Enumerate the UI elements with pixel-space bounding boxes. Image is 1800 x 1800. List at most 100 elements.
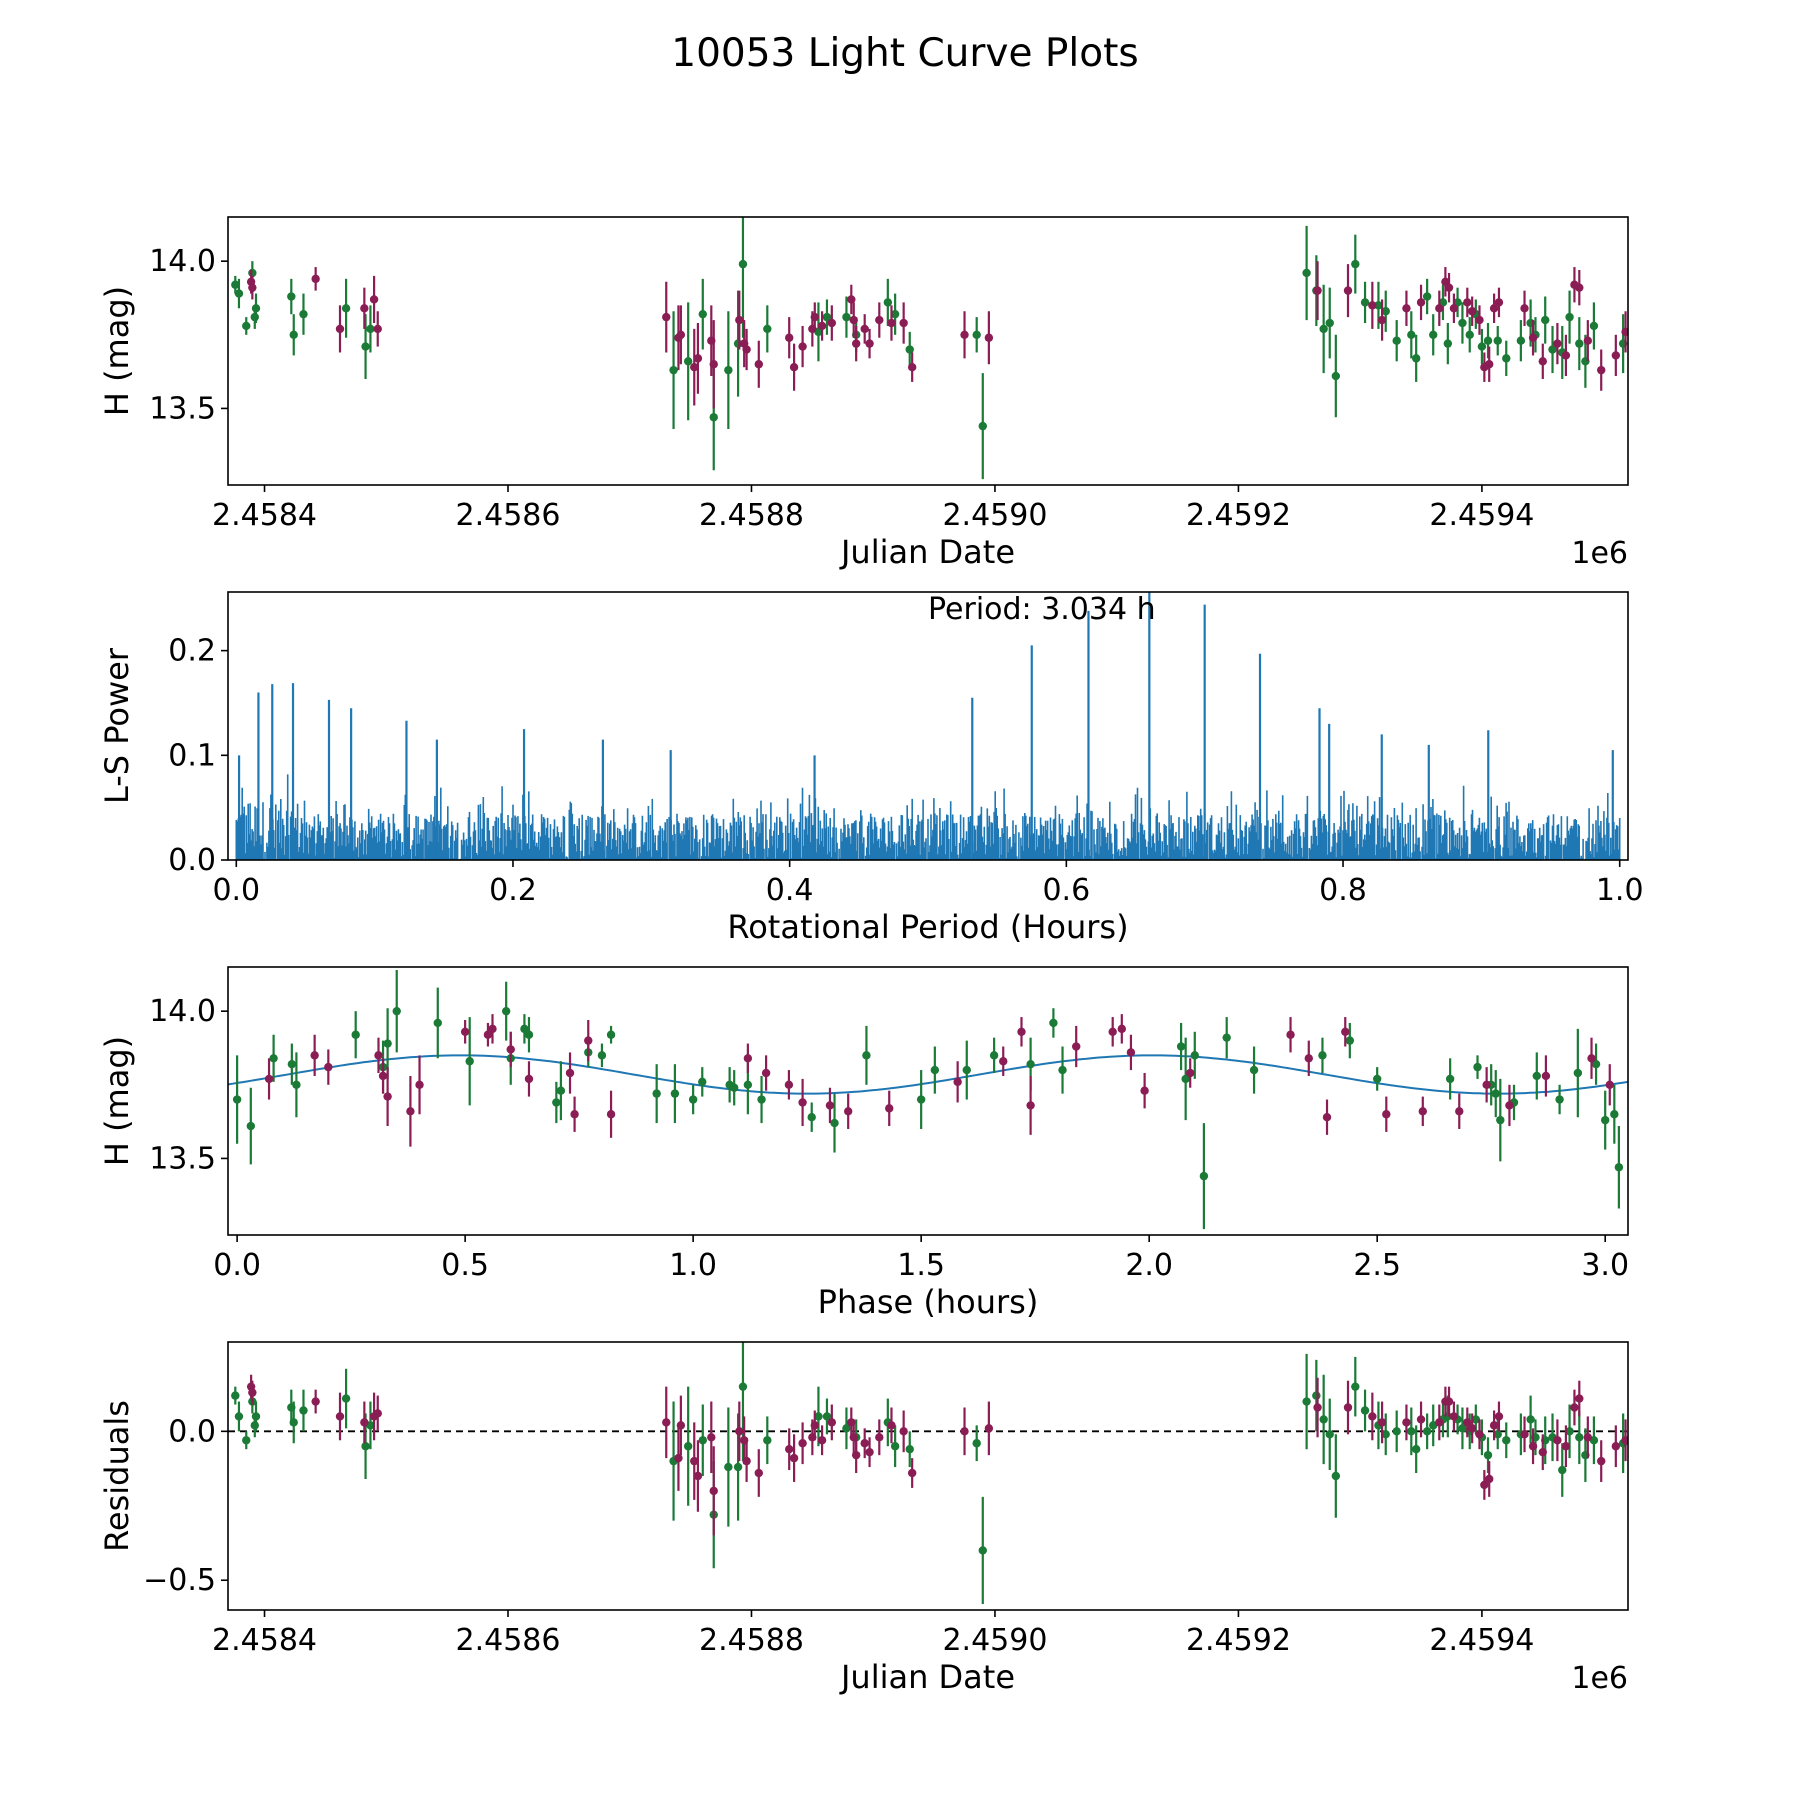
data-point	[1621, 1436, 1628, 1445]
data-point	[1600, 1115, 1610, 1125]
data-point	[324, 1062, 333, 1072]
data-point	[1304, 1054, 1313, 1063]
x-tick-label: 2.4594	[1429, 498, 1534, 533]
data-point	[709, 360, 718, 369]
data-point	[830, 1118, 839, 1128]
data-point	[1312, 1391, 1321, 1400]
data-point	[1325, 318, 1334, 328]
residuals-panel: 2.4584 2.4586 2.4588 2.4590 2.4592 2.4594 −0.5…	[98, 1341, 1629, 1696]
data-point	[1477, 342, 1487, 351]
data-point	[1553, 339, 1562, 348]
data-point	[287, 1059, 297, 1069]
data-point	[707, 1433, 716, 1442]
data-point	[351, 1030, 360, 1039]
data-point	[810, 1421, 819, 1430]
data-point	[883, 298, 893, 307]
data-point	[506, 1045, 515, 1054]
data-point	[785, 1445, 794, 1454]
data-point	[1561, 351, 1571, 360]
data-point	[232, 1095, 242, 1104]
data-point	[1611, 1442, 1621, 1451]
data-point	[606, 1030, 616, 1039]
data-point	[1473, 1062, 1482, 1072]
data-point	[1176, 1042, 1186, 1051]
data-point	[683, 1442, 693, 1451]
data-point	[433, 1018, 442, 1028]
data-point	[1416, 1415, 1426, 1424]
data-point	[1583, 336, 1593, 345]
data-point	[292, 1080, 301, 1090]
data-point	[251, 1412, 261, 1421]
data-point	[1017, 1027, 1026, 1036]
data-point	[1494, 298, 1504, 307]
data-point	[907, 1468, 917, 1478]
data-point	[984, 333, 994, 342]
data-point	[1597, 365, 1606, 375]
data-point	[738, 1382, 748, 1391]
x-tick-label: 2.4588	[699, 1623, 804, 1658]
data-point	[693, 1471, 703, 1481]
y-axis-label: H (mag)	[98, 286, 136, 416]
data-point	[899, 1427, 908, 1436]
data-point	[1505, 1101, 1514, 1110]
data-point	[1381, 307, 1390, 316]
data-point	[743, 1054, 753, 1063]
data-point	[246, 1121, 256, 1131]
data-point	[757, 1095, 766, 1104]
data-point	[1583, 1433, 1593, 1442]
data-point	[1489, 304, 1499, 313]
data-point	[962, 1065, 971, 1075]
x-axis-label: Rotational Period (Hours)	[727, 908, 1128, 946]
data-point	[1435, 1418, 1444, 1427]
data-point	[1455, 1107, 1464, 1116]
data-point	[1621, 327, 1628, 337]
data-point	[1360, 1406, 1370, 1415]
data-point	[1331, 371, 1341, 381]
axis-offset-label: 1e6	[1571, 1661, 1628, 1696]
data-point	[905, 1445, 914, 1454]
data-point	[693, 354, 703, 363]
data-point	[1491, 1089, 1500, 1098]
data-point	[810, 312, 819, 322]
y-tick-label: 13.5	[149, 391, 216, 426]
series-green	[232, 969, 1624, 1230]
data-point	[1407, 330, 1416, 340]
data-point	[250, 312, 259, 322]
data-point	[248, 268, 257, 278]
data-point	[698, 1436, 707, 1445]
data-point	[798, 1098, 807, 1107]
data-point	[1444, 1397, 1454, 1406]
x-tick-label: 2.5	[1353, 1248, 1401, 1283]
data-point	[738, 259, 748, 269]
data-point	[520, 1024, 529, 1034]
data-point	[825, 1101, 835, 1110]
y-axis-label: L-S Power	[98, 647, 136, 804]
data-point	[674, 1453, 683, 1463]
data-point	[789, 1453, 799, 1463]
data-point	[1026, 1101, 1035, 1110]
data-point	[1480, 1480, 1489, 1490]
data-point	[1475, 315, 1484, 325]
y-tick-label: 14.0	[149, 994, 216, 1029]
data-point	[1360, 298, 1370, 307]
data-point	[1422, 292, 1432, 301]
data-point	[1575, 1394, 1584, 1403]
data-point	[1575, 283, 1584, 292]
data-point	[1532, 1071, 1541, 1081]
data-point	[383, 1039, 392, 1048]
data-point	[907, 362, 917, 372]
data-point	[584, 1036, 593, 1045]
data-point	[862, 1051, 871, 1060]
data-point	[335, 324, 345, 334]
data-point	[763, 324, 772, 334]
data-point	[264, 1074, 274, 1084]
data-point	[1382, 1110, 1391, 1119]
data-point	[251, 304, 261, 313]
data-point	[690, 1456, 699, 1466]
data-point	[785, 333, 794, 342]
data-point	[1222, 1033, 1231, 1042]
phased-light-curve-panel: 0.0 0.5 1.0 1.5 2.0 2.5 3.0 13.5 14.0 Phase (hour…	[98, 966, 1629, 1321]
data-point	[1528, 333, 1538, 342]
data-point	[1541, 315, 1550, 325]
data-point	[1467, 1424, 1477, 1433]
